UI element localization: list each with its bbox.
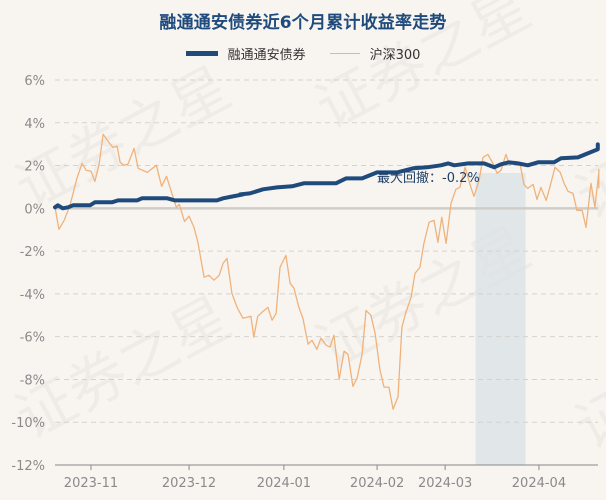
y-tick-label: -8% bbox=[20, 373, 45, 388]
y-tick-label: -2% bbox=[20, 245, 45, 260]
y-tick-label: 4% bbox=[24, 117, 45, 132]
y-tick-label: 6% bbox=[24, 74, 45, 89]
index-line bbox=[54, 133, 600, 410]
legend-label-index: 沪深300 bbox=[369, 48, 421, 63]
x-tick-label: 2024-02 bbox=[350, 476, 404, 491]
legend-item-fund[interactable]: 融通通安债券 bbox=[185, 44, 306, 63]
y-tick-label: -12% bbox=[11, 459, 45, 474]
y-tick-label: -4% bbox=[20, 288, 45, 303]
y-tick-label: -6% bbox=[20, 331, 45, 346]
legend-swatch-index-icon bbox=[329, 53, 360, 54]
x-tick-label: 2024-01 bbox=[257, 476, 311, 491]
legend-label-fund: 融通通安债券 bbox=[227, 48, 306, 63]
y-tick-label: -10% bbox=[11, 416, 45, 431]
max-drawdown-region bbox=[475, 173, 526, 465]
drawdown-annotation: 最大回撤：-0.2% bbox=[377, 170, 480, 186]
x-tick-label: 2023-12 bbox=[162, 476, 216, 491]
y-axis: 6% 4% 2% 0% -2% -4% -6% -8% -10% -12% bbox=[11, 74, 45, 474]
chart-legend: 融通通安债券 沪深300 bbox=[0, 44, 606, 63]
x-tick-label: 2023-11 bbox=[64, 476, 118, 491]
x-tick-label: 2024-03 bbox=[418, 476, 472, 491]
x-axis: 2023-11 2023-12 2024-01 2024-02 2024-03 2024-… bbox=[55, 464, 598, 491]
drawdown-shade bbox=[475, 173, 526, 465]
y-gridlines bbox=[55, 79, 598, 423]
x-tick-label: 2024-04 bbox=[512, 476, 566, 491]
chart-title: 融通通安债券近6个月累计收益率走势 bbox=[159, 13, 447, 33]
legend-swatch-fund-icon bbox=[185, 51, 218, 56]
y-tick-label: 2% bbox=[24, 160, 45, 175]
fund-line bbox=[53, 142, 600, 211]
watermark-text: 证券之星 bbox=[565, 293, 606, 462]
watermark-text: 证券之星 bbox=[305, 0, 542, 142]
legend-item-index[interactable]: 沪深300 bbox=[329, 44, 421, 63]
series-lines bbox=[53, 133, 600, 410]
y-tick-label: 0% bbox=[24, 202, 45, 217]
drawdown-label: 最大回撤：-0.2% bbox=[377, 170, 480, 186]
